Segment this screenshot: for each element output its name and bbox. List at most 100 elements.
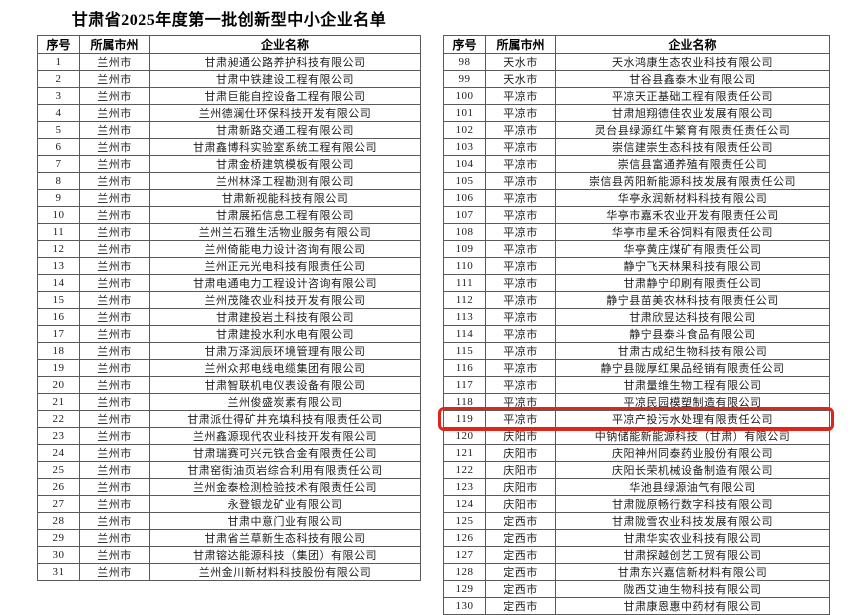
table-row: 124 庆阳市 甘肃陇原畅行数字科技有限公司	[443, 495, 830, 513]
table-row: 13 兰州市 兰州正元光电科技有限责任公司	[37, 257, 421, 275]
cell-seq: 9	[37, 189, 80, 207]
cell-city: 兰州市	[79, 291, 150, 309]
cell-seq: 15	[37, 291, 80, 309]
table-row: 116 平凉市 静宁县陇厚红果品经销有限责任公司	[443, 359, 830, 377]
table-row: 9 兰州市 甘肃新视能科技有限公司	[37, 189, 421, 207]
table-row: 28 兰州市 甘肃中意门业有限公司	[37, 512, 421, 530]
table-row: 103 平凉市 崇信建崇生态科技有限责任公司	[443, 138, 830, 156]
cell-city: 平凉市	[485, 104, 556, 122]
cell-company: 甘肃古成纪生物科技有限公司	[555, 342, 830, 360]
cell-seq: 21	[37, 393, 80, 411]
table-row: 122 庆阳市 庆阳长荣机械设备制造有限公司	[443, 461, 830, 479]
cell-company: 兰州茂隆农业科技开发有限公司	[149, 291, 421, 309]
cell-company: 静宁县苗美农林科技有限责任公司	[555, 291, 830, 309]
cell-seq: 102	[443, 121, 486, 139]
table-row: 114 平凉市 静宁县泰斗食品有限公司	[443, 325, 830, 343]
cell-city: 兰州市	[79, 53, 150, 71]
cell-city: 平凉市	[485, 240, 556, 258]
cell-city: 兰州市	[79, 155, 150, 173]
table-row: 15 兰州市 兰州茂隆农业科技开发有限公司	[37, 291, 421, 309]
cell-company: 兰州金泰检测检验技术有限责任公司	[149, 478, 421, 496]
cell-seq: 11	[37, 223, 80, 241]
cell-city: 定西市	[485, 563, 556, 581]
cell-seq: 108	[443, 223, 486, 241]
cell-seq: 109	[443, 240, 486, 258]
cell-seq: 24	[37, 444, 80, 462]
table-row: 112 平凉市 静宁县苗美农林科技有限责任公司	[443, 291, 830, 309]
cell-city: 兰州市	[79, 70, 150, 88]
header-company: 企业名称	[149, 35, 421, 54]
cell-city: 兰州市	[79, 376, 150, 394]
cell-city: 定西市	[485, 529, 556, 547]
cell-company: 天水鸿康生态农业科技有限公司	[555, 53, 830, 71]
cell-seq: 26	[37, 478, 80, 496]
table-row: 106 平凉市 华亭永润新材料科技有限公司	[443, 189, 830, 207]
table-row: 108 平凉市 华亭市星禾谷饲料有限责任公司	[443, 223, 830, 241]
table-row: 31 兰州市 兰州金川新材料科技股份有限公司	[37, 563, 421, 581]
cell-city: 兰州市	[79, 257, 150, 275]
table-row: 130 定西市 甘肃康恩惠中药材有限公司	[443, 597, 830, 615]
table-row: 104 平凉市 崇信县富通养殖有限责任公司	[443, 155, 830, 173]
table-row: 102 平凉市 灵台县绿源红牛繁育有限责任责任公司	[443, 121, 830, 139]
cell-seq: 20	[37, 376, 80, 394]
table-row: 115 平凉市 甘肃古成纪生物科技有限公司	[443, 342, 830, 360]
company-table-left: 序号 所属市州 企业名称 1 兰州市 甘肃昶通公路养护科技有限公司 2 兰州市 甘肃中铁建…	[37, 35, 421, 581]
table-row: 121 庆阳市 庆阳神州同泰药业股份有限公司	[443, 444, 830, 462]
table-row: 126 定西市 甘肃华实农业科技有限公司	[443, 529, 830, 547]
table-row: 105 平凉市 崇信县芮阳新能源科技发展有限责任公司	[443, 172, 830, 190]
cell-seq: 114	[443, 325, 486, 343]
cell-city: 兰州市	[79, 546, 150, 564]
cell-company: 庆阳长荣机械设备制造有限公司	[555, 461, 830, 479]
cell-city: 庆阳市	[485, 495, 556, 513]
cell-city: 平凉市	[485, 291, 556, 309]
cell-city: 兰州市	[79, 495, 150, 513]
cell-company: 甘肃镕达能源科技（集团）有限公司	[149, 546, 421, 564]
cell-city: 兰州市	[79, 172, 150, 190]
table-row: 129 定西市 陇西艾迪生物科技有限公司	[443, 580, 830, 598]
cell-city: 平凉市	[485, 257, 556, 275]
table-row: 21 兰州市 兰州俊盛炭素有限公司	[37, 393, 421, 411]
cell-seq: 105	[443, 172, 486, 190]
cell-company: 兰州德澜仕环保科技开发有限公司	[149, 104, 421, 122]
cell-seq: 19	[37, 359, 80, 377]
cell-city: 天水市	[485, 70, 556, 88]
cell-company: 兰州金川新材料科技股份有限公司	[149, 563, 421, 581]
table-row: 8 兰州市 兰州林泽工程勘测有限公司	[37, 172, 421, 190]
cell-seq: 115	[443, 342, 486, 360]
cell-city: 平凉市	[485, 138, 556, 156]
cell-city: 庆阳市	[485, 461, 556, 479]
cell-seq: 110	[443, 257, 486, 275]
header-city: 所属市州	[485, 35, 556, 54]
table-row: 11 兰州市 兰州兰石雅生活物业服务有限公司	[37, 223, 421, 241]
cell-company: 静宁县泰斗食品有限公司	[555, 325, 830, 343]
cell-company: 灵台县绿源红牛繁育有限责任责任公司	[555, 121, 830, 139]
cell-city: 兰州市	[79, 189, 150, 207]
cell-seq: 25	[37, 461, 80, 479]
cell-company: 平凉民园模塑制造有限公司	[555, 393, 830, 411]
table-row: 16 兰州市 甘肃建投岩土科技有限公司	[37, 308, 421, 326]
cell-seq: 121	[443, 444, 486, 462]
cell-city: 兰州市	[79, 325, 150, 343]
cell-company: 甘肃新路交通工程有限公司	[149, 121, 421, 139]
cell-seq: 100	[443, 87, 486, 105]
cell-company: 华亭市星禾谷饲料有限责任公司	[555, 223, 830, 241]
cell-company: 甘肃建投岩土科技有限公司	[149, 308, 421, 326]
document-page: 甘肃省2025年度第一批创新型中小企业名单 序号 所属市州 企业名称 1 兰州市甘…	[37, 12, 834, 615]
cell-seq: 10	[37, 206, 80, 224]
cell-city: 平凉市	[485, 308, 556, 326]
cell-city: 兰州市	[79, 274, 150, 292]
cell-city: 兰州市	[79, 359, 150, 377]
cell-seq: 99	[443, 70, 486, 88]
cell-city: 平凉市	[485, 206, 556, 224]
cell-company: 中钠储能新能源科技（甘肃）有限公司	[555, 427, 830, 445]
table-row: 118 平凉市 平凉民园模塑制造有限公司	[443, 393, 830, 411]
cell-company: 平凉产投污水处理有限责任公司	[555, 410, 830, 428]
table-row: 110 平凉市 静宁飞天林果科技有限公司	[443, 257, 830, 275]
cell-seq: 18	[37, 342, 80, 360]
cell-company: 甘肃中铁建设工程有限公司	[149, 70, 421, 88]
cell-seq: 8	[37, 172, 80, 190]
cell-seq: 130	[443, 597, 486, 615]
cell-seq: 129	[443, 580, 486, 598]
cell-company: 甘肃旭翔德佳农业发展有限公司	[555, 104, 830, 122]
table-row: 109 平凉市 华亭黄庄煤矿有限责任公司	[443, 240, 830, 258]
